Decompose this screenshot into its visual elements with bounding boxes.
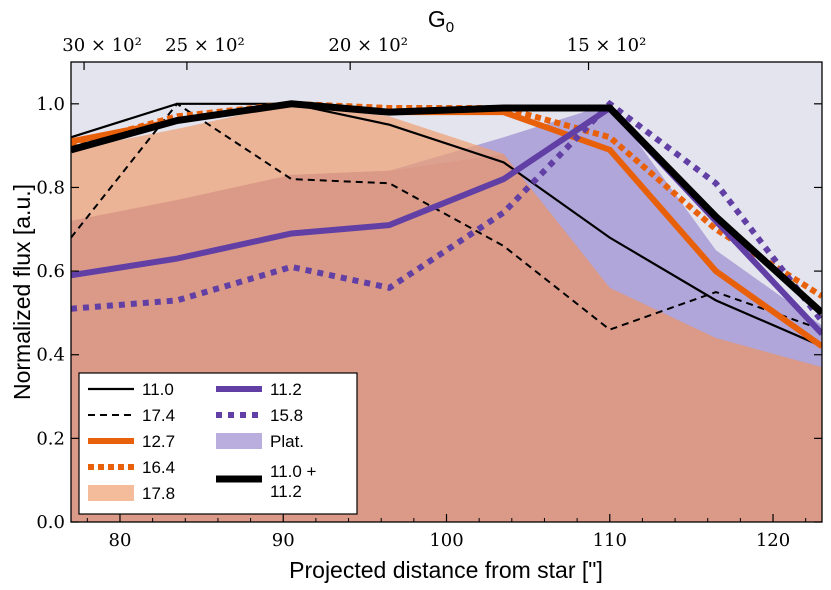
legend-label: Plat. [270,432,304,451]
legend-label: 11.0 [142,380,174,399]
legend-label: 17.8 [142,484,175,503]
x-tick-label: 100 [429,530,463,551]
top-tick-label: 25 × 10² [165,35,245,56]
legend-label: 11.2 [270,482,302,501]
legend-label: 11.2 [270,380,302,399]
x-axis-label: Projected distance from star ["] [289,557,603,583]
y-tick-label: 1.0 [36,94,65,115]
x-tick-label: 80 [109,530,132,551]
legend-label: 11.0 + [270,462,317,481]
legend-label: 15.8 [270,406,303,425]
top-tick-label: 30 × 10² [62,35,142,56]
line-15.8 [71,99,822,324]
y-tick-label: 0.2 [36,428,65,449]
legend-swatch [88,485,134,501]
y-tick-label: 0.0 [36,512,65,533]
y-tick-label: 0.6 [36,261,65,282]
legend-label: 16.4 [142,458,175,477]
y-axis-label: Normalized flux [a.u.] [9,184,35,400]
line-11.0---11.2 [71,100,822,316]
top-tick-label: 15 × 10² [567,35,647,56]
y-tick-label: 0.4 [36,345,65,366]
y-tick-label: 0.8 [36,177,65,198]
line-11.0 [71,102,822,348]
x-tick-label: 110 [593,530,627,551]
top-axis-label: G0 [428,6,454,36]
top-tick-label: 20 × 10² [328,35,408,56]
legend-label: 17.4 [142,406,175,425]
legend-swatch [216,433,262,449]
x-tick-label: 120 [756,530,790,551]
legend-label: 12.7 [142,432,175,451]
x-tick-label: 90 [272,530,295,551]
